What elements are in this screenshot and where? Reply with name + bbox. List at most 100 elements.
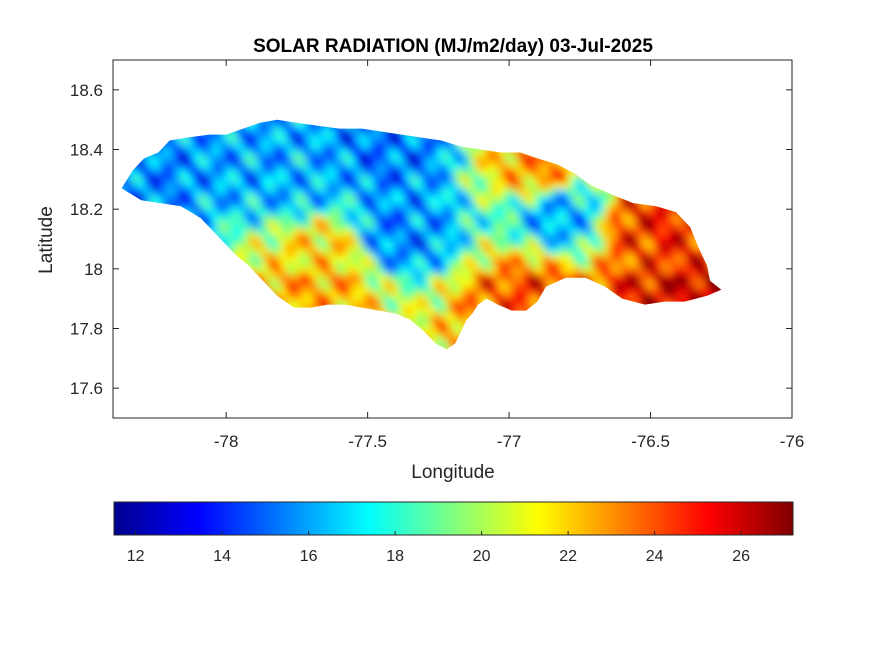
colorbar-tick-label: 22 xyxy=(559,548,577,565)
field-cell xyxy=(236,220,245,229)
field-cell xyxy=(405,305,413,314)
field-cell xyxy=(678,286,687,294)
field-cell xyxy=(137,194,145,203)
field-cell xyxy=(448,273,456,281)
y-tick-label: 18 xyxy=(84,260,103,279)
field-cell xyxy=(367,168,375,176)
field-cell xyxy=(292,207,301,216)
field-cell xyxy=(467,194,475,203)
field-cell xyxy=(355,128,363,137)
field-cell xyxy=(187,187,195,196)
field-cell xyxy=(454,220,463,229)
field-cell xyxy=(554,253,562,262)
field-cell xyxy=(510,286,519,294)
field-cell xyxy=(386,187,394,196)
field-cell xyxy=(286,292,295,301)
field-cell xyxy=(467,148,475,157)
field-cell xyxy=(566,168,575,176)
field-cell xyxy=(261,194,270,203)
field-cell xyxy=(629,240,637,248)
field-cell xyxy=(585,266,593,275)
field-cell xyxy=(454,161,463,170)
field-cell xyxy=(417,312,425,321)
field-cell xyxy=(541,207,550,216)
field-cell xyxy=(355,286,363,294)
field-cell xyxy=(336,266,344,275)
field-cell xyxy=(517,213,525,222)
field-cell xyxy=(517,161,525,170)
field-cell xyxy=(292,233,301,242)
field-cell xyxy=(535,253,544,262)
field-cell xyxy=(635,259,643,268)
field-cell xyxy=(517,227,525,235)
field-cell xyxy=(591,259,600,268)
field-cell xyxy=(504,266,512,275)
colorbar-ticks: 12 14 16 18 20 22 24 26 xyxy=(127,531,750,565)
field-cell xyxy=(442,227,450,235)
field-cell xyxy=(162,187,170,196)
colorbar-tick-label: 24 xyxy=(646,548,664,565)
field-cell xyxy=(280,246,288,255)
field-cell xyxy=(212,154,220,163)
field-cell xyxy=(305,128,313,137)
field-cell xyxy=(380,161,388,170)
field-cell xyxy=(317,128,326,137)
field-cell xyxy=(423,319,431,327)
field-cell xyxy=(373,279,382,288)
field-cell xyxy=(349,154,357,163)
field-cell xyxy=(355,227,363,235)
field-cell xyxy=(585,259,593,268)
field-cell xyxy=(529,207,537,216)
field-cell xyxy=(517,240,525,248)
field-cell xyxy=(224,135,232,143)
field-cell xyxy=(492,200,500,209)
field-cell xyxy=(423,161,431,170)
field-cell xyxy=(517,259,525,268)
field-cell xyxy=(274,213,282,222)
field-cell xyxy=(523,187,531,196)
field-cell xyxy=(373,227,382,235)
field-cell xyxy=(442,148,450,157)
field-cell xyxy=(373,292,382,301)
field-cell xyxy=(691,292,699,301)
field-cell xyxy=(156,148,164,157)
field-cell xyxy=(504,259,512,268)
field-cell xyxy=(585,227,593,235)
field-cell xyxy=(616,240,624,248)
field-cell xyxy=(417,200,425,209)
field-cell xyxy=(436,312,444,321)
field-cell xyxy=(510,220,519,229)
field-cell xyxy=(162,174,170,183)
field-cell xyxy=(121,181,127,189)
field-cell xyxy=(448,233,456,242)
field-cell xyxy=(193,207,201,216)
field-cell xyxy=(653,273,662,281)
field-cell xyxy=(660,233,668,242)
field-cell xyxy=(473,233,481,242)
field-cell xyxy=(597,266,606,275)
field-cell xyxy=(492,299,500,308)
field-cell xyxy=(280,292,288,301)
field-cell xyxy=(641,299,649,308)
field-cell xyxy=(541,213,550,222)
field-cell xyxy=(187,161,195,170)
field-cell xyxy=(473,273,481,281)
field-cell xyxy=(517,246,525,255)
field-cell xyxy=(423,207,431,216)
field-cell xyxy=(666,273,674,281)
field-cell xyxy=(386,305,394,314)
field-cell xyxy=(504,168,512,176)
field-cell xyxy=(479,246,488,255)
field-cell xyxy=(429,259,438,268)
field-cell xyxy=(261,233,270,242)
field-cell xyxy=(268,233,276,242)
field-cell xyxy=(653,213,662,222)
field-cell xyxy=(678,233,687,242)
field-cell xyxy=(243,161,251,170)
field-cell xyxy=(392,213,400,222)
field-cell xyxy=(367,200,375,209)
field-cell xyxy=(149,181,158,189)
field-cell xyxy=(405,220,413,229)
field-cell xyxy=(429,148,438,157)
field-cell xyxy=(361,161,369,170)
